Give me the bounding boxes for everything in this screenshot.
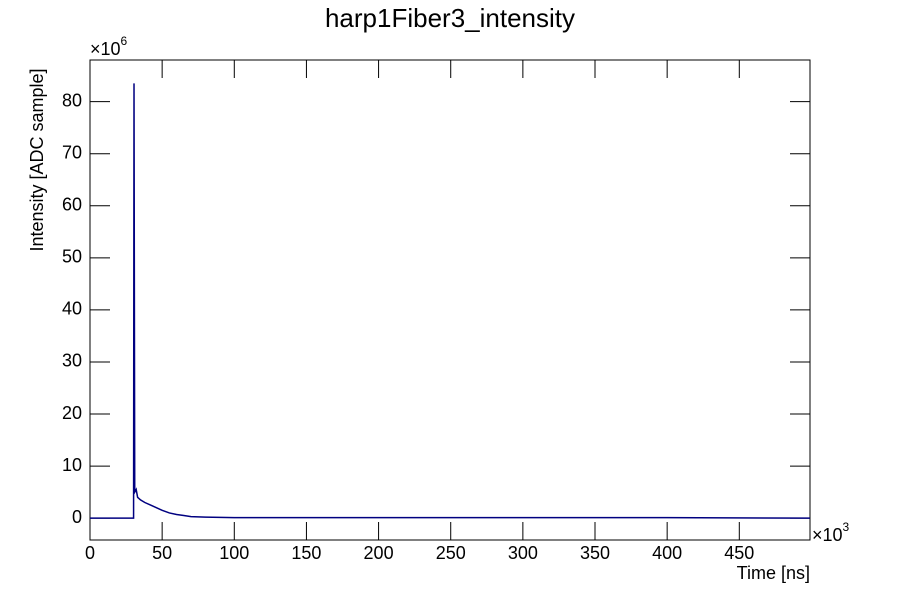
y-axis-label: Intensity [ADC sample] (27, 68, 47, 251)
y-tick-label: 60 (62, 195, 82, 215)
series-line (90, 83, 811, 519)
y-tick-label: 30 (62, 351, 82, 371)
x-tick-label: 400 (652, 543, 682, 563)
x-tick-label: 300 (508, 543, 538, 563)
y-tick-label: 40 (62, 299, 82, 319)
y-tick-label: 20 (62, 403, 82, 423)
x-multiplier-exponent: 3 (843, 520, 850, 534)
y-multiplier-exponent: 6 (121, 34, 128, 48)
chart-title: harp1Fiber3_intensity (325, 3, 575, 33)
x-tick-label: 100 (219, 543, 249, 563)
x-tick-label: 450 (724, 543, 754, 563)
x-multiplier: ×103 (812, 520, 850, 545)
x-tick-label: 150 (291, 543, 321, 563)
y-tick-label: 50 (62, 247, 82, 267)
x-tick-label: 0 (85, 543, 95, 563)
y-multiplier-base: ×10 (90, 39, 121, 59)
plot-frame (89, 59, 811, 541)
x-tick-label: 200 (364, 543, 394, 563)
x-axis-label: Time [ns] (737, 563, 810, 583)
y-tick-label: 80 (62, 90, 82, 110)
y-tick-label: 0 (72, 507, 82, 527)
y-tick-label: 70 (62, 142, 82, 162)
x-tick-label: 350 (580, 543, 610, 563)
x-multiplier-base: ×10 (812, 525, 843, 545)
y-multiplier: ×106 (90, 34, 128, 59)
x-tick-label: 250 (436, 543, 466, 563)
y-tick-label: 10 (62, 455, 82, 475)
x-tick-label: 50 (152, 543, 172, 563)
